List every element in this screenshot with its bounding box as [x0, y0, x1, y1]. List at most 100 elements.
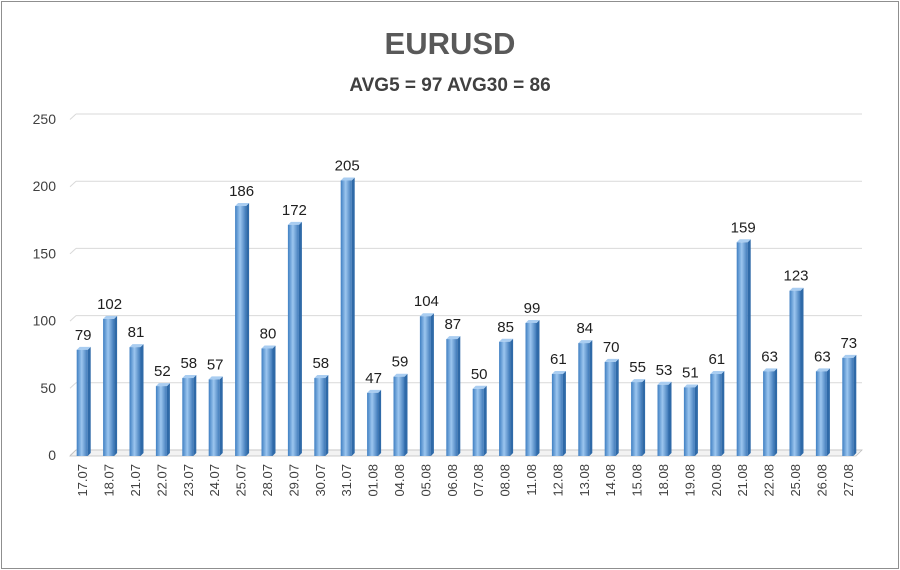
bar: [76, 346, 91, 456]
x-tick-label: 22.07: [154, 464, 169, 497]
bar-front: [815, 371, 827, 456]
x-tick-label: 23.07: [181, 464, 196, 497]
data-label: 87: [444, 316, 461, 333]
bar-top: [763, 368, 778, 372]
bar-top: [683, 384, 698, 388]
bar-side: [510, 338, 514, 456]
bar-front: [631, 382, 643, 456]
bar-front: [551, 374, 563, 456]
x-tick-label: 18.07: [102, 464, 117, 497]
bar-front: [683, 387, 695, 456]
bar-side: [800, 287, 804, 456]
bar-top: [525, 319, 540, 323]
data-labels: 79 102 81 52 58 57 186 80 172 58 205 47 59 104 87 50 85 9…: [75, 157, 857, 386]
bar-top: [789, 287, 804, 291]
bar-front: [261, 348, 273, 456]
bar-top: [842, 354, 857, 358]
bar: [393, 373, 408, 456]
x-tick-label: 13.08: [577, 464, 592, 497]
x-tick-label: 04.08: [392, 464, 407, 497]
x-tick-label: 07.08: [471, 464, 486, 497]
bar: [182, 375, 197, 456]
data-label: 58: [180, 355, 197, 372]
y-tick-label: 0: [48, 447, 56, 463]
bar-front: [76, 349, 88, 456]
bar: [842, 354, 857, 456]
bar-front: [129, 347, 141, 456]
bar-side: [246, 203, 250, 456]
bar-side: [114, 315, 118, 456]
bar-side: [193, 375, 197, 456]
chart-subtitle: AVG5 = 97 AVG30 = 86: [349, 75, 551, 96]
bar-side: [826, 368, 830, 456]
bar-top: [578, 340, 593, 344]
x-tick-label: 19.08: [682, 464, 697, 497]
x-tick-label: 21.08: [735, 464, 750, 497]
bar: [736, 239, 751, 456]
bar: [710, 371, 725, 456]
bar-front: [578, 343, 590, 456]
gridline-slant: [69, 315, 77, 322]
bar-side: [87, 346, 91, 456]
bar-front: [657, 384, 669, 456]
bar-top: [367, 389, 382, 393]
bar-front: [208, 379, 220, 456]
data-label: 47: [365, 370, 382, 387]
data-label: 52: [154, 363, 171, 380]
x-tick-label: 26.08: [814, 464, 829, 497]
bar-top: [208, 376, 223, 380]
data-label: 172: [282, 202, 307, 219]
gridline-slant: [69, 113, 77, 120]
bar-top: [631, 379, 646, 383]
x-tick-label: 01.08: [366, 464, 381, 497]
bar-top: [103, 315, 118, 319]
data-label: 59: [392, 354, 409, 371]
bar-top: [129, 344, 144, 348]
x-tick-label: 17.07: [75, 464, 90, 497]
data-label: 84: [576, 320, 593, 337]
bar: [287, 221, 302, 456]
y-tick-label: 200: [33, 178, 57, 194]
bar-front: [604, 361, 616, 456]
bar: [472, 385, 487, 456]
bar: [499, 338, 514, 456]
bar-top: [815, 368, 830, 372]
bar: [789, 287, 804, 456]
data-label: 205: [335, 157, 360, 174]
x-tick-label: 15.08: [630, 464, 645, 497]
bar-front: [525, 322, 537, 456]
bar-top: [340, 177, 355, 181]
bar-side: [615, 358, 619, 456]
bar: [155, 383, 170, 456]
x-tick-label: 11.08: [524, 464, 539, 496]
bar: [314, 375, 329, 456]
bar-front: [340, 180, 352, 457]
bar-front: [763, 371, 775, 456]
bar-side: [272, 345, 276, 456]
bar-top: [736, 239, 751, 243]
x-tick-label: 05.08: [418, 464, 433, 497]
bar-top: [446, 336, 461, 340]
bars: [76, 177, 857, 457]
bar-side: [747, 239, 751, 456]
bar-side: [351, 177, 355, 457]
x-tick-label: 24.07: [207, 464, 222, 497]
bar: [261, 345, 276, 456]
bar-top: [155, 383, 170, 387]
bar-side: [562, 371, 566, 456]
y-tick-label: 150: [33, 245, 57, 261]
bar-top: [710, 371, 725, 375]
bar-side: [536, 319, 540, 456]
bar: [763, 368, 778, 456]
data-label: 63: [761, 348, 778, 365]
data-label: 50: [471, 366, 488, 383]
data-label: 70: [603, 339, 620, 356]
data-label: 55: [629, 359, 646, 376]
bar: [208, 376, 223, 456]
x-tick-label: 25.08: [788, 464, 803, 497]
data-label: 81: [128, 324, 145, 341]
bar-side: [219, 376, 223, 456]
bar-front: [235, 206, 247, 456]
y-tick-label: 250: [33, 111, 57, 127]
